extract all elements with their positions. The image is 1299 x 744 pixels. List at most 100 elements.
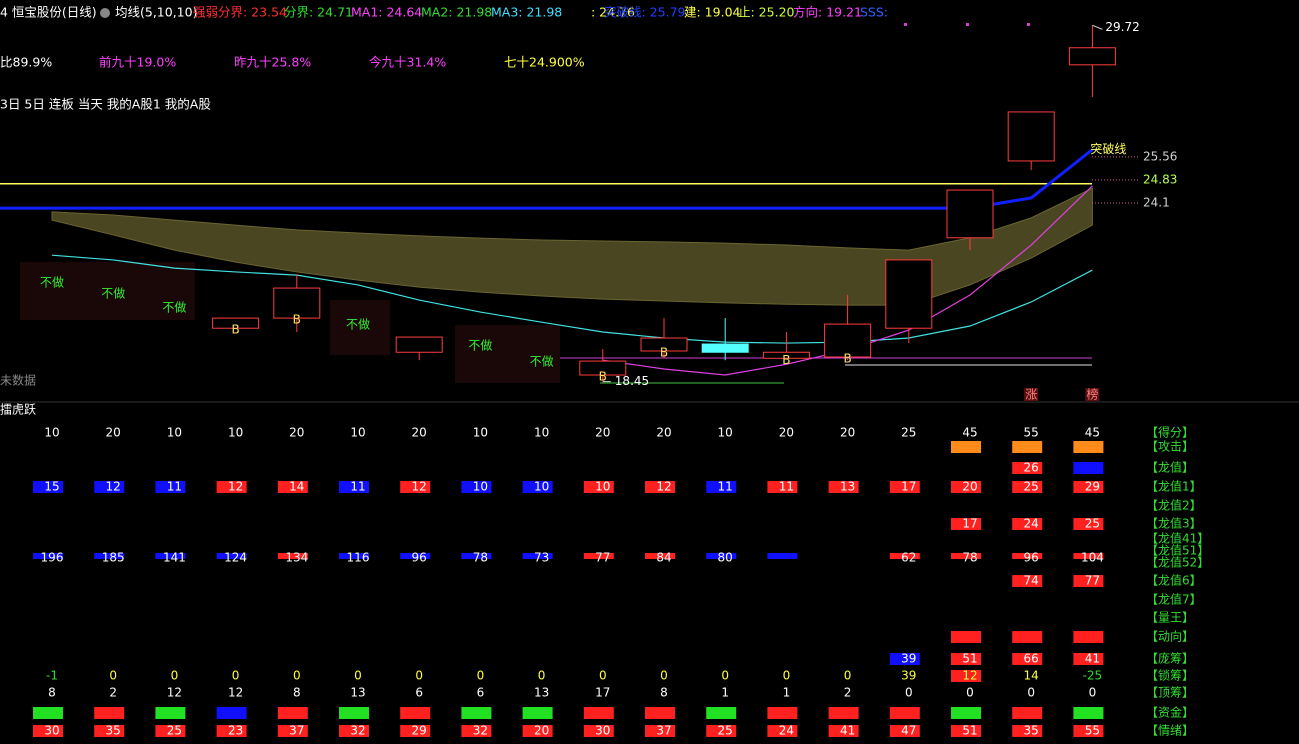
row-label: 【龙值52】: [1146, 555, 1209, 570]
cell-value: 12: [167, 686, 182, 700]
cell-value: 12: [412, 480, 427, 494]
cell-value: 20: [595, 426, 610, 440]
header-item: : 24.76: [591, 5, 635, 20]
cell-value: 10: [595, 480, 610, 494]
cell-box: [277, 725, 308, 737]
cell-box: [1073, 518, 1104, 530]
high-label: 29.72: [1105, 20, 1139, 34]
price-label: 24.83: [1143, 172, 1177, 186]
cell-value: 96: [1024, 551, 1039, 565]
cell-value: 13: [350, 686, 365, 700]
indicator-line: [0, 148, 1094, 210]
cell-value: 8: [48, 686, 56, 700]
cell-value: 134: [285, 551, 308, 565]
cell-value: 0: [232, 669, 240, 683]
candle-body: [273, 287, 321, 319]
cell-value: 0: [660, 669, 668, 683]
cell-box: [400, 553, 431, 559]
cell-value: 39: [901, 652, 916, 666]
cell-box: [1073, 553, 1104, 559]
cell-value: 10: [534, 480, 549, 494]
cell-value: 8: [660, 686, 668, 700]
header-item: 强弱分界: 23.54: [193, 5, 287, 20]
signal-label: B: [782, 353, 790, 367]
cell-value: 32: [473, 724, 488, 738]
signal-label: 不做: [101, 285, 125, 300]
cell-box: [889, 725, 920, 737]
cell-value: 25: [718, 724, 733, 738]
cell-value: 47: [901, 724, 916, 738]
cell-value: 10: [350, 426, 365, 440]
cell-box: [461, 553, 492, 559]
cell-value: 12: [656, 480, 671, 494]
row-label: 【得分】: [1146, 425, 1194, 440]
row-label: 【攻击】: [1146, 440, 1194, 454]
cell-box: [1012, 553, 1043, 559]
row-label: 【龙值51】: [1146, 543, 1209, 558]
cell-box: [339, 707, 369, 719]
row-label: 【龙值6】: [1146, 573, 1202, 588]
cell-value: 39: [901, 669, 916, 683]
signal-label: B: [660, 345, 668, 359]
cell-value: 104: [1081, 551, 1104, 565]
cell-value: 35: [1024, 724, 1039, 738]
cell-value: 74: [1024, 574, 1039, 588]
cell-box: [216, 725, 247, 737]
cell-box: [94, 481, 125, 493]
high-pointer: [1092, 24, 1103, 30]
cell-box: [767, 553, 798, 559]
shade: [455, 325, 560, 383]
cell-value: 17: [901, 480, 916, 494]
cell-value: 26: [1024, 461, 1039, 475]
cell-value: 10: [473, 426, 488, 440]
cell-box: [155, 707, 186, 719]
cell-value: 77: [595, 551, 610, 565]
cell-box: [155, 553, 186, 559]
cell-value: 66: [1024, 652, 1039, 666]
cell-value: 141: [163, 551, 186, 565]
cell-value: 41: [1085, 652, 1100, 666]
cell-value: 11: [779, 480, 794, 494]
cell-box: [706, 707, 737, 719]
tag-box: [1024, 388, 1039, 401]
cell-box: [216, 481, 247, 493]
cell-box: [951, 553, 981, 559]
header-item: MA3: 21.98: [491, 5, 562, 20]
cell-box: [951, 653, 981, 665]
cell-value: 45: [1085, 426, 1100, 440]
header-item: 建: 19.04: [684, 5, 741, 20]
support-lines: [560, 357, 1092, 384]
cell-value: 20: [412, 426, 427, 440]
cell-box: [828, 481, 859, 493]
candle-body: [212, 317, 260, 329]
cell-value: 1: [783, 686, 791, 700]
cell-value: 0: [538, 669, 546, 683]
cell-box: [951, 707, 981, 719]
cell-value: -25: [1083, 669, 1103, 683]
cell-value: 20: [656, 426, 671, 440]
cell-box: [583, 553, 614, 559]
cell-box: [706, 725, 737, 737]
cell-box: [522, 553, 553, 559]
header-item: 突破线: 25.79: [604, 5, 686, 20]
dot: [966, 23, 969, 26]
cell-box: [1012, 707, 1043, 719]
signal-shading: [20, 262, 560, 383]
cell-value: 0: [721, 669, 729, 683]
cell-box: [339, 725, 369, 737]
stat-item: 昨九十25.8%: [234, 55, 311, 70]
candle-body: [579, 360, 627, 376]
top-dots: [904, 23, 1030, 26]
cell-box: [339, 553, 369, 559]
dot: [904, 23, 907, 26]
cell-value: 6: [415, 686, 423, 700]
cell-box: [155, 481, 186, 493]
cell-box: [277, 481, 308, 493]
cell-value: 80: [718, 551, 733, 565]
menu-icon[interactable]: [100, 8, 110, 18]
cell-box: [889, 553, 920, 559]
row-label: 【庞筹】: [1146, 651, 1194, 666]
cell-value: 51: [962, 652, 977, 666]
cell-box: [1012, 631, 1043, 643]
